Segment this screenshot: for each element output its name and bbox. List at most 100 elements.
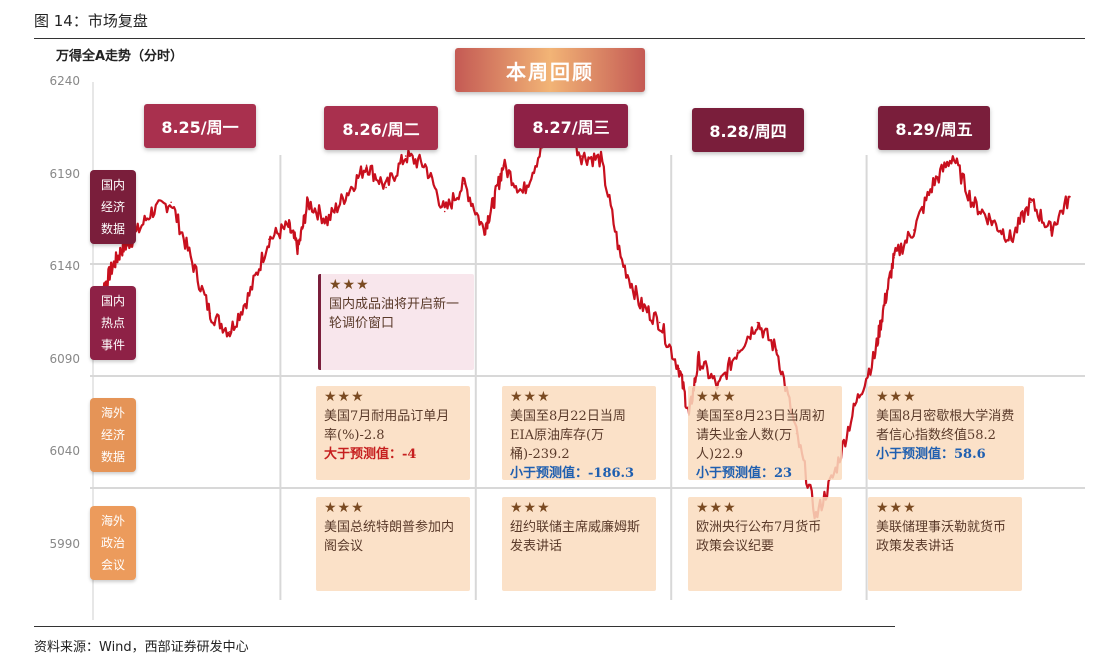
event-card-overseas-politics-0828: ★★★ 欧洲央行公布7月货币政策会议纪要 [688,497,842,591]
data-point [873,355,876,357]
y-tick-label: 6190 [49,166,80,181]
event-text: 美国7月耐用品订单月率(%)-2.8 [324,409,450,443]
data-point [580,155,583,157]
data-point [619,256,622,259]
row-label-overseas-politics: 海外 政治 会议 [90,506,136,580]
forecast-note: 小于预测值：58.6 [876,447,986,462]
row-label-line: 经济 [100,200,125,214]
data-point [209,312,212,315]
data-point [170,201,172,204]
data-point [228,330,231,333]
data-point [404,155,407,157]
row-label-line: 海外 [100,406,125,420]
data-point [365,164,368,167]
event-card-overseas-econ-0826: ★★★ 美国7月耐用品订单月率(%)-2.8 大于预测值：-4 [316,386,470,480]
event-text: 美联储理事沃勒就货币政策发表讲话 [876,520,1007,554]
data-point [854,404,856,407]
chart-subtitle: 万得全A走势（分时） [56,49,184,64]
row-label-domestic-econ: 国内 经济 数据 [90,170,136,244]
data-point [639,303,641,305]
star-rating: ★★★ [324,389,365,405]
data-point [385,186,387,189]
y-tick-label: 6240 [49,74,80,88]
star-rating: ★★★ [329,277,370,293]
row-label-line: 国内 [100,294,125,308]
row-label-line: 热点 [100,316,125,330]
data-point [1030,201,1032,204]
data-point [678,367,680,370]
day-label-0825: 8.25/周一 [144,104,256,148]
y-tick-label: 6040 [49,444,80,458]
event-text: 美国总统特朗普参加内阁会议 [324,520,455,554]
data-point [483,229,485,231]
data-point [991,219,993,222]
event-text: 欧洲央行公布7月货币政策会议纪要 [696,520,822,554]
event-text: 纽约联储主席威廉姆斯发表讲话 [510,520,641,554]
star-rating: ★★★ [510,500,551,516]
data-point [307,201,309,204]
figure-title: 图 14：市场复盘 [34,12,148,30]
data-point [600,158,602,161]
event-text: 美国至8月23日当周初请失业金人数(万人)22.9 [696,409,825,462]
row-label-line: 数据 [100,450,125,464]
data-point [756,321,759,324]
data-point [1049,229,1052,231]
data-point [111,266,114,268]
data-point [287,225,290,228]
data-point [326,219,329,222]
data-point [658,321,661,324]
bottom-rule [34,626,895,627]
source-note: 资料来源：Wind，西部证券研发中心 [34,640,249,655]
day-label-0829: 8.29/周五 [878,106,990,150]
star-rating: ★★★ [510,389,551,405]
data-point [883,303,886,305]
y-tick-label: 6090 [49,351,80,366]
event-card-overseas-politics-0827: ★★★ 纽约联储主席威廉姆斯发表讲话 [502,497,656,591]
row-label-overseas-econ: 海外 经济 数据 [90,398,136,472]
star-rating: ★★★ [696,389,737,405]
data-point [424,164,426,167]
data-point [189,256,192,259]
event-card-overseas-politics-0829: ★★★ 美联储理事沃勒就货币政策发表讲话 [868,497,1022,591]
data-point [268,238,270,241]
row-label-line: 经济 [100,428,125,442]
row-label-line: 事件 [100,338,125,352]
row-label-line: 会议 [100,558,125,572]
event-card-overseas-econ-0827: ★★★ 美国至8月22日当周EIA原油库存(万桶)-239.2 小于预测值：-1… [502,386,656,481]
data-point [1069,195,1071,198]
week-review-banner: 本周回顾 [455,48,645,92]
data-point [463,182,466,185]
forecast-note: 小于预测值：23 [696,466,793,481]
row-label-line: 海外 [100,514,125,528]
event-text: 国内成品油将开启新一轮调价窗口 [329,297,460,331]
row-label-line: 政治 [100,536,125,550]
data-point [150,210,153,213]
event-card-domestic-hot: ★★★ 国内成品油将开启新一轮调价窗口 [318,274,474,370]
row-label-line: 国内 [100,178,125,192]
row-label-line: 数据 [100,222,125,236]
forecast-note: 小于预测值：-186.3 [510,466,635,481]
data-point [1010,238,1013,241]
star-rating: ★★★ [696,500,737,516]
day-label-0828: 8.28/周四 [692,108,804,152]
data-point [893,256,895,259]
data-point [522,192,524,194]
y-tick-label: 5990 [49,536,80,551]
data-point [971,201,974,204]
star-rating: ★★★ [876,389,917,405]
data-point [346,192,348,194]
data-point [443,210,446,213]
data-point [932,182,935,185]
data-point [492,201,495,204]
event-card-overseas-politics-0826: ★★★ 美国总统特朗普参加内阁会议 [316,497,470,591]
day-label-0827: 8.27/周三 [514,104,628,148]
event-text: 美国至8月22日当周EIA原油库存(万桶)-239.2 [510,409,626,462]
row-label-domestic-hot: 国内 热点 事件 [90,286,136,360]
data-point [951,155,954,157]
star-rating: ★★★ [324,500,365,516]
event-text: 美国8月密歇根大学消费者信心指数终值58.2 [876,409,1015,443]
y-tick-label: 6140 [49,259,80,273]
data-point [248,293,251,296]
data-point [737,349,739,352]
data-point [776,349,778,352]
